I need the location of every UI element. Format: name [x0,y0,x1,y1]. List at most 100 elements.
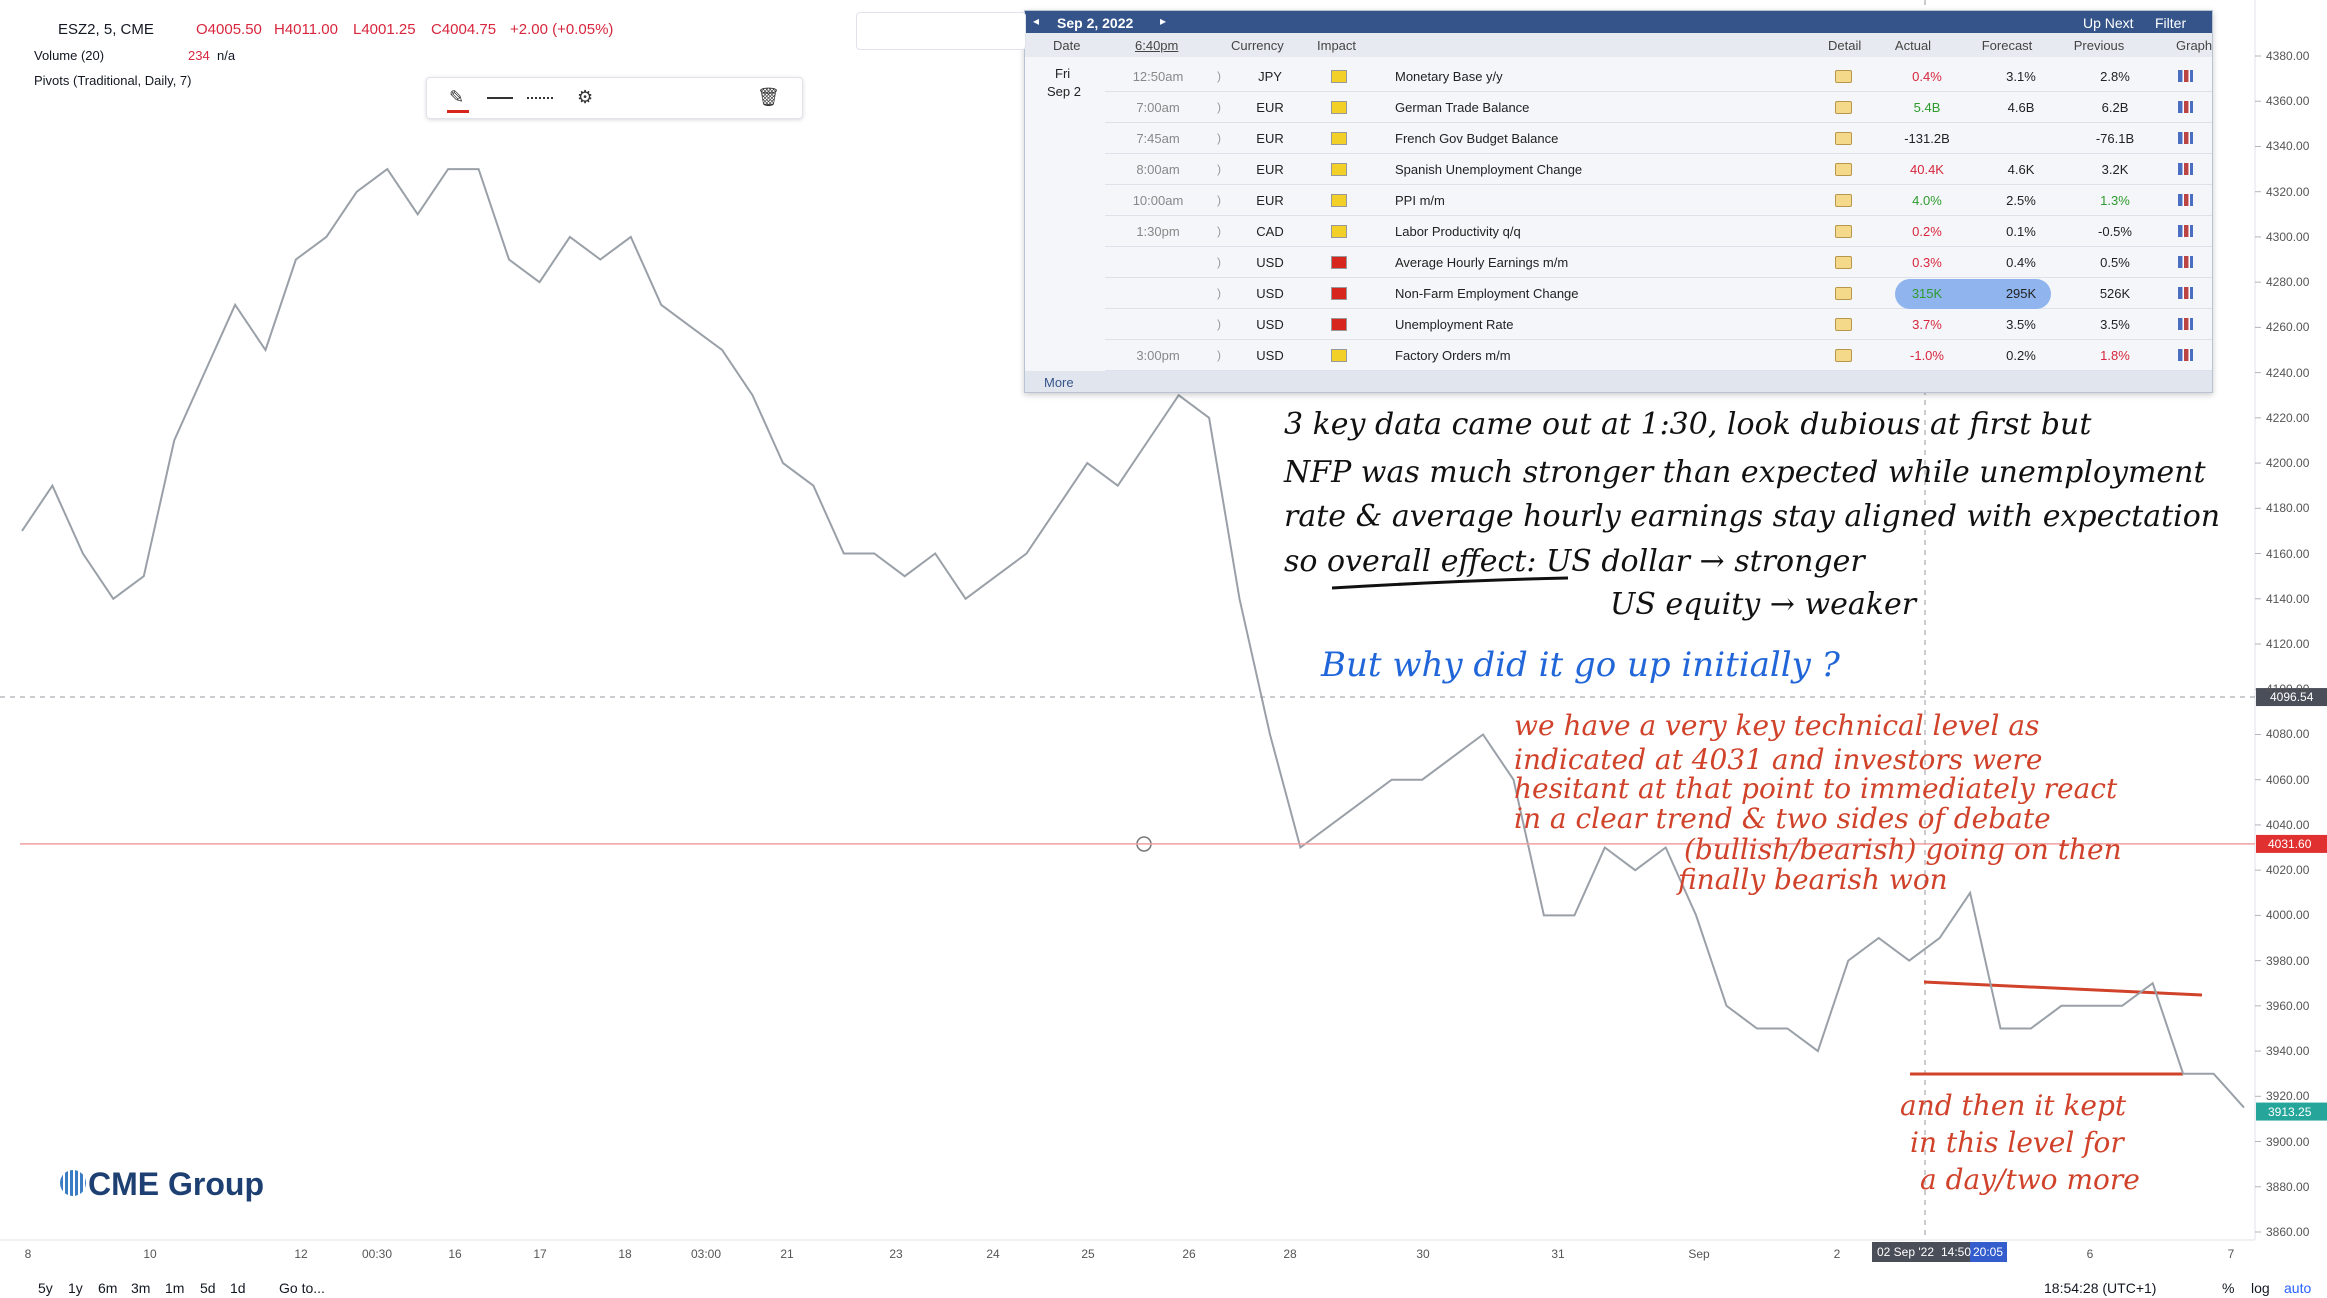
y-tick-label: 4000.00 [2266,908,2310,923]
graph-icon[interactable] [2178,318,2193,330]
range-button[interactable]: 1m [165,1280,185,1296]
speaker-icon[interactable]: ) [1217,162,1221,176]
detail-icon[interactable] [1835,163,1852,176]
detail-icon[interactable] [1835,318,1852,331]
range-button[interactable]: 5d [200,1280,216,1296]
filter[interactable]: Filter [2155,15,2187,31]
auto-toggle[interactable]: auto [2284,1280,2312,1296]
line-style[interactable] [487,97,513,99]
pivots-indicator[interactable]: Pivots (Traditional, Daily, 7) [34,73,192,88]
currency: USD [1256,317,1284,332]
speaker-icon[interactable]: ) [1217,69,1221,83]
previous: 526K [2099,286,2131,301]
range-button[interactable]: 1y [68,1280,83,1296]
y-tick-label: 3980.00 [2266,953,2310,968]
graph-icon[interactable] [2178,163,2193,175]
event-name[interactable]: French Gov Budget Balance [1395,131,1559,146]
forecast: 4.6B [2007,100,2035,115]
speaker-icon[interactable]: ) [1217,286,1221,300]
event-time: 7:45am [1136,131,1180,146]
pencil-tool[interactable]: ✎ [449,87,465,107]
detail-icon[interactable] [1835,287,1852,300]
volume-indicator[interactable]: Volume (20) [34,48,105,63]
event-name[interactable]: Unemployment Rate [1395,317,1514,332]
actual: 0.4% [1912,69,1942,84]
graph-icon[interactable] [2178,70,2193,82]
speaker-icon[interactable]: ) [1217,100,1221,114]
log-toggle[interactable]: log [2251,1280,2270,1296]
graph-icon[interactable] [2178,101,2193,113]
impact-icon [1331,101,1347,114]
graph-icon[interactable] [2178,349,2193,361]
impact-icon [1331,256,1347,269]
note-red-later: and then it kept [1900,1089,2127,1122]
current-price-tag: 4096.54 [2270,690,2314,705]
pencil-color [447,110,469,113]
settings-tool[interactable]: ⚙ [577,87,594,107]
impact-icon [1331,349,1347,362]
speaker-icon[interactable]: ) [1217,348,1221,362]
graph-icon[interactable] [2178,225,2193,237]
actual: 40.4K [1910,162,1944,177]
range-button[interactable]: 5y [38,1280,53,1296]
graph-icon[interactable] [2178,287,2193,299]
more-link[interactable]: More [1044,375,1074,390]
up-next[interactable]: Up Next [2083,15,2134,31]
graph-icon[interactable] [2178,132,2193,144]
top-toolbar[interactable] [856,12,1026,50]
y-tick-label: 4320.00 [2266,184,2310,199]
detail-icon[interactable] [1835,132,1852,145]
forecast: 3.1% [2006,69,2036,84]
x-tick-label: 8 [24,1247,32,1261]
event-name[interactable]: Monetary Base y/y [1395,69,1503,84]
event-name[interactable]: PPI m/m [1395,193,1445,208]
prev-day-arrow[interactable]: ◂ [1033,14,1040,28]
y-tick-label: 4060.00 [2266,772,2310,787]
line-dash[interactable] [527,97,553,99]
percent-toggle[interactable]: % [2222,1280,2235,1296]
impact-icon [1331,163,1347,176]
graph-icon[interactable] [2178,256,2193,268]
previous: -76.1B [2095,131,2135,146]
delete-tool[interactable]: 🗑 [757,87,780,107]
event-name[interactable]: Average Hourly Earnings m/m [1395,255,1569,270]
event-name[interactable]: Factory Orders m/m [1395,348,1511,363]
y-tick-label: 4080.00 [2266,727,2310,742]
column-header: Previous [2073,38,2125,53]
forecast: 4.6K [2007,162,2035,177]
time-link[interactable]: 6:40pm [1135,38,1179,53]
previous: 0.5% [2100,255,2130,270]
note-blue: But why did it go up initially ? [1321,645,1840,685]
speaker-icon[interactable]: ) [1217,317,1221,331]
event-name[interactable]: Non-Farm Employment Change [1395,286,1579,301]
speaker-icon[interactable]: ) [1217,131,1221,145]
speaker-icon[interactable]: ) [1217,255,1221,269]
goto-button[interactable]: Go to... [279,1280,325,1296]
range-button[interactable]: 1d [230,1280,246,1296]
next-day-arrow[interactable]: ▸ [1160,14,1167,28]
detail-icon[interactable] [1835,225,1852,238]
detail-icon[interactable] [1835,101,1852,114]
price-line [21,167,2245,1109]
y-tick-label: 4300.00 [2266,229,2310,244]
event-name[interactable]: Labor Productivity q/q [1395,224,1521,239]
event-name[interactable]: German Trade Balance [1395,100,1530,115]
detail-icon[interactable] [1835,256,1852,269]
note-red: (bullish/bearish) going on then [1684,833,2122,866]
y-tick-label: 3920.00 [2266,1089,2310,1104]
event-name[interactable]: Spanish Unemployment Change [1395,162,1583,177]
previous: 1.8% [2100,348,2130,363]
detail-icon[interactable] [1835,349,1852,362]
speaker-icon[interactable]: ) [1217,193,1221,207]
graph-icon[interactable] [2178,194,2193,206]
open-price: O4005.50 [196,21,262,38]
range-button[interactable]: 6m [98,1280,118,1296]
speaker-icon[interactable]: ) [1217,224,1221,238]
range-button[interactable]: 3m [131,1280,151,1296]
detail-icon[interactable] [1835,70,1852,83]
actual: 315K [1911,286,1943,301]
y-tick-label: 4240.00 [2266,365,2310,380]
calendar-date[interactable]: Sep 2, 2022 [1057,15,1134,31]
detail-icon[interactable] [1835,194,1852,207]
previous: -0.5% [2098,224,2132,239]
